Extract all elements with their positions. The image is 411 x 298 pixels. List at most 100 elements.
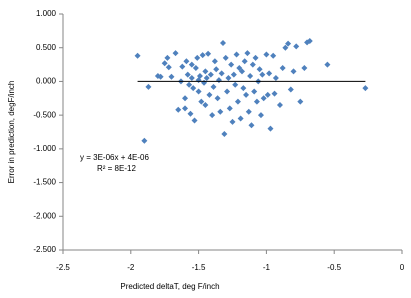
point — [207, 71, 214, 78]
point — [297, 98, 304, 105]
point — [285, 40, 292, 47]
x-tick-label: -0.5 — [327, 263, 341, 272]
point — [260, 95, 267, 102]
point — [237, 115, 244, 122]
point — [287, 86, 294, 93]
point — [251, 88, 258, 95]
point — [184, 71, 191, 78]
point — [165, 64, 172, 71]
point — [244, 50, 251, 57]
point — [236, 64, 243, 71]
point — [282, 44, 289, 51]
point — [230, 71, 237, 78]
point — [161, 60, 168, 67]
point — [195, 88, 202, 95]
point — [253, 98, 260, 105]
point — [272, 75, 279, 82]
x-axis-label: Predicted deltaT, deg F/inch — [120, 282, 219, 291]
y-tick-label: 1.000 — [36, 9, 57, 18]
point — [183, 58, 190, 65]
point — [168, 73, 175, 80]
point — [249, 61, 256, 68]
point — [279, 64, 286, 71]
point — [238, 68, 245, 75]
point — [192, 64, 199, 71]
point — [217, 108, 224, 115]
point — [198, 98, 205, 105]
point — [187, 110, 194, 117]
point — [252, 54, 259, 61]
point — [225, 75, 232, 82]
y-tick-label: 0.500 — [36, 43, 57, 52]
point — [270, 52, 277, 59]
point — [224, 88, 231, 95]
point — [175, 106, 182, 113]
point — [241, 58, 248, 65]
point — [188, 75, 195, 82]
trend-equation: y = 3E-06x + 4E-06 — [80, 153, 149, 162]
trend-r-squared: R² = 8E-12 — [97, 164, 136, 173]
x-tick-label: -2.5 — [56, 263, 70, 272]
point — [271, 90, 278, 97]
point — [205, 50, 212, 57]
point — [172, 50, 179, 57]
point — [276, 102, 283, 109]
point — [293, 43, 300, 50]
point — [218, 70, 225, 77]
point — [256, 66, 263, 73]
y-tick-label: 0.000 — [36, 77, 57, 86]
point — [188, 61, 195, 68]
point — [267, 125, 274, 132]
point — [248, 122, 255, 129]
point — [199, 52, 206, 59]
point — [194, 54, 201, 61]
point — [213, 66, 220, 73]
point — [186, 81, 193, 88]
point — [201, 79, 208, 86]
point — [210, 83, 217, 90]
point — [362, 85, 369, 92]
point — [257, 112, 264, 119]
point — [228, 61, 235, 68]
point — [301, 64, 308, 71]
point — [191, 117, 198, 124]
y-tick-label: -0.500 — [33, 110, 56, 119]
point — [306, 37, 313, 44]
point — [157, 73, 164, 80]
point — [182, 105, 189, 112]
point — [234, 98, 241, 105]
point — [229, 118, 236, 125]
point — [215, 77, 222, 84]
point — [202, 68, 209, 75]
y-tick-label: -2.000 — [33, 211, 56, 220]
point — [264, 91, 271, 98]
point — [202, 102, 209, 109]
point — [259, 71, 266, 78]
y-tick-label: -1.000 — [33, 144, 56, 153]
point — [221, 131, 228, 138]
x-tick-label: -1 — [263, 263, 271, 272]
point — [182, 95, 189, 102]
point — [226, 105, 233, 112]
point — [220, 39, 227, 46]
y-axis-label: Error in prediction, degF/inch — [7, 81, 16, 184]
point — [247, 73, 254, 80]
y-tick-label: -2.500 — [33, 245, 56, 254]
y-tick-label: -1.500 — [33, 178, 56, 187]
point — [134, 52, 141, 59]
point — [222, 54, 229, 61]
point — [324, 61, 331, 68]
x-tick-label: -2 — [127, 263, 135, 272]
point — [206, 91, 213, 98]
point — [164, 54, 171, 61]
point — [243, 91, 250, 98]
point — [232, 81, 239, 88]
point — [266, 70, 273, 77]
point — [196, 73, 203, 80]
point — [245, 108, 252, 115]
point — [240, 85, 247, 92]
x-tick-label: 0 — [400, 263, 405, 272]
point — [214, 95, 221, 102]
point — [179, 63, 186, 70]
